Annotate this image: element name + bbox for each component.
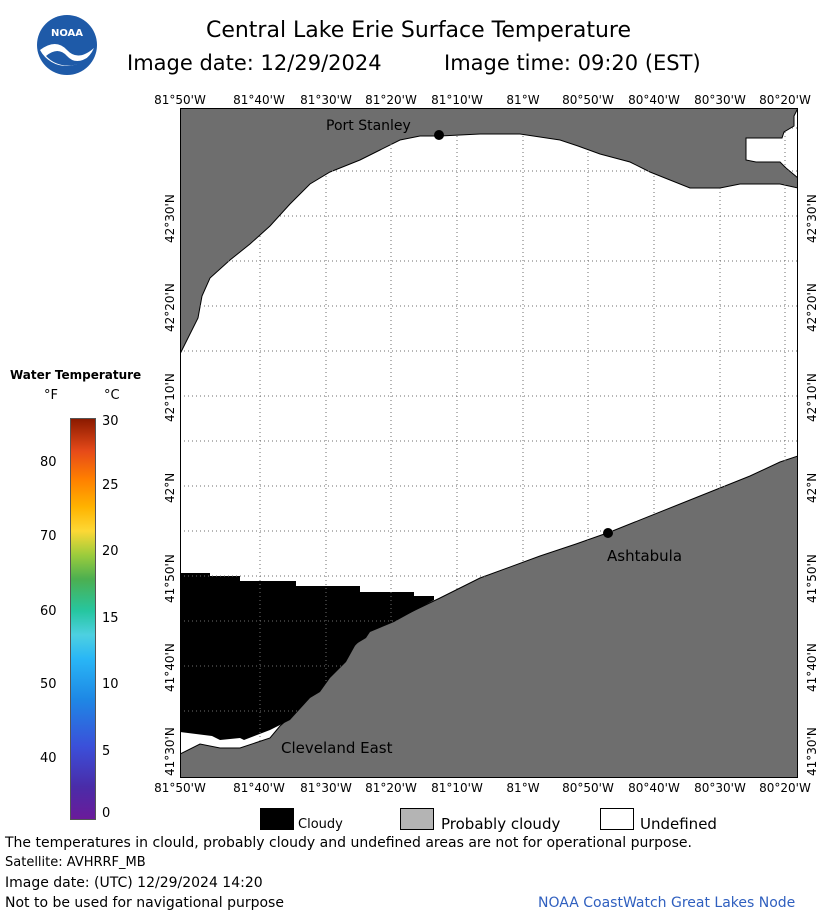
noaa-logo: NOAA bbox=[36, 14, 98, 76]
key-cloudy-label: Cloudy bbox=[298, 817, 343, 832]
c-tick-label: 25 bbox=[102, 478, 119, 493]
north-shore-land bbox=[180, 108, 798, 355]
lon-label: 81°20'W bbox=[365, 93, 417, 107]
ashtabula-marker bbox=[603, 528, 613, 538]
lat-label: 42°N bbox=[163, 472, 177, 503]
credit-text: NOAA CoastWatch Great Lakes Node bbox=[538, 895, 796, 911]
lat-label: 42°N bbox=[805, 472, 819, 503]
legend-unit-fahrenheit: °F bbox=[44, 388, 58, 403]
f-tick-label: 50 bbox=[40, 677, 57, 692]
lon-label: 81°50'W bbox=[154, 781, 206, 795]
f-tick-label: 80 bbox=[40, 455, 57, 470]
c-tick-label: 15 bbox=[102, 611, 119, 626]
noaa-logo-text: NOAA bbox=[51, 28, 83, 39]
temperature-color-bar bbox=[70, 418, 96, 820]
cleveland-east-marker bbox=[265, 719, 275, 729]
lon-label: 81°50'W bbox=[154, 93, 206, 107]
c-tick-label: 30 bbox=[102, 414, 119, 429]
image-date: Image date: 12/29/2024 bbox=[127, 51, 382, 75]
port-stanley-marker bbox=[434, 130, 444, 140]
place-label-port-stanley: Port Stanley bbox=[326, 118, 411, 134]
page-title: Central Lake Erie Surface Temperature bbox=[205, 18, 632, 43]
image-time: Image time: 09:20 (EST) bbox=[444, 51, 701, 75]
lat-label: 42°30'N bbox=[163, 194, 177, 243]
lat-label: 41°40'N bbox=[163, 643, 177, 692]
lon-label: 81°30'W bbox=[300, 93, 352, 107]
lon-label: 81°40'W bbox=[233, 93, 285, 107]
utc-date-text: Image date: (UTC) 12/29/2024 14:20 bbox=[5, 875, 263, 891]
legend-unit-celsius: °C bbox=[104, 388, 120, 403]
lat-label: 42°30'N bbox=[805, 194, 819, 243]
lon-label: 81°W bbox=[506, 93, 540, 107]
satellite-text: Satellite: AVHRRF_MB bbox=[5, 855, 146, 870]
lat-label: 42°10'N bbox=[805, 373, 819, 422]
lat-label: 41°40'N bbox=[805, 643, 819, 692]
key-cloudy-swatch bbox=[260, 808, 294, 830]
lon-label: 80°40'W bbox=[628, 93, 680, 107]
lat-label: 41°30'N bbox=[163, 727, 177, 776]
legend-title: Water Temperature bbox=[10, 368, 142, 382]
lon-label: 81°20'W bbox=[365, 781, 417, 795]
lat-label: 42°20'N bbox=[805, 283, 819, 332]
lon-label: 80°50'W bbox=[562, 93, 614, 107]
c-tick-label: 20 bbox=[102, 544, 119, 559]
lon-label: 81°10'W bbox=[431, 781, 483, 795]
lat-label: 41°30'N bbox=[805, 727, 819, 776]
lon-label: 80°50'W bbox=[562, 781, 614, 795]
lat-label: 41°50'N bbox=[805, 554, 819, 603]
lon-label: 80°40'W bbox=[628, 781, 680, 795]
lon-label: 81°10'W bbox=[431, 93, 483, 107]
lon-label: 81°40'W bbox=[233, 781, 285, 795]
lon-label: 80°30'W bbox=[694, 781, 746, 795]
lon-label: 80°20'W bbox=[759, 93, 811, 107]
c-tick-label: 0 bbox=[102, 806, 111, 821]
lat-label: 42°20'N bbox=[163, 283, 177, 332]
f-tick-label: 60 bbox=[40, 604, 57, 619]
navigation-warning: Not to be used for navigational purpose bbox=[5, 895, 284, 911]
key-undefined-swatch bbox=[600, 808, 634, 830]
lon-label: 80°30'W bbox=[694, 93, 746, 107]
c-tick-label: 5 bbox=[102, 744, 111, 759]
lat-label: 41°50'N bbox=[163, 554, 177, 603]
lon-label: 81°30'W bbox=[300, 781, 352, 795]
cloudy-area bbox=[180, 573, 434, 740]
disclaimer-text: The temperatures in clould, probably clo… bbox=[5, 835, 692, 851]
place-label-cleveland-east: Cleveland East bbox=[281, 739, 393, 757]
key-probably-cloudy-label: Probably cloudy bbox=[441, 815, 561, 833]
place-label-ashtabula: Ashtabula bbox=[607, 547, 683, 565]
lon-label: 81°W bbox=[506, 781, 540, 795]
f-tick-label: 40 bbox=[40, 751, 57, 766]
map-frame bbox=[180, 108, 798, 778]
lon-label: 80°20'W bbox=[759, 781, 811, 795]
map-grid bbox=[180, 108, 798, 778]
map-panel bbox=[180, 108, 798, 778]
c-tick-label: 10 bbox=[102, 677, 119, 692]
f-tick-label: 70 bbox=[40, 529, 57, 544]
key-probably-cloudy-swatch bbox=[400, 808, 434, 830]
key-undefined-label: Undefined bbox=[640, 815, 717, 833]
lat-label: 42°10'N bbox=[163, 373, 177, 422]
